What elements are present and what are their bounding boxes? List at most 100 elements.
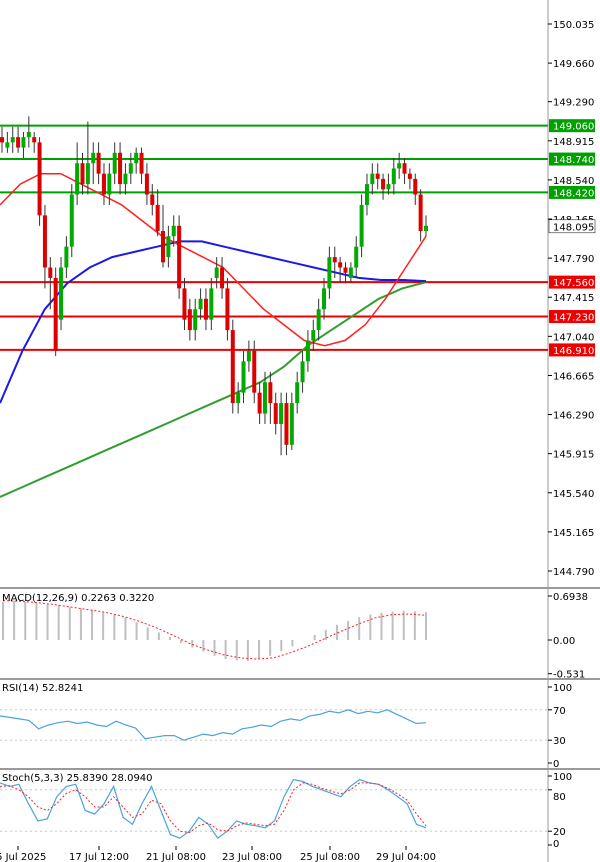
ma-mid-line (0, 240, 427, 404)
candle-body (161, 231, 166, 263)
rsi-tick-label: 0 (553, 759, 559, 770)
current-price-label: 148.095 (553, 222, 594, 233)
candle-body (139, 152, 144, 174)
candle-body (413, 178, 418, 195)
macd-tick-label: 0.00 (553, 636, 575, 647)
candle-body (59, 267, 64, 320)
price-tick-label: 146.665 (553, 371, 594, 382)
candle-body (123, 173, 128, 185)
price-tick-label: 149.290 (553, 98, 594, 109)
candle-body (236, 392, 241, 404)
candle-body (198, 298, 203, 310)
candle-body (252, 350, 257, 393)
candle-body (332, 257, 337, 263)
candle-body (209, 288, 214, 320)
stoch-tick-label: 0 (553, 839, 559, 850)
rsi-label: RSI(14) 52.8241 (2, 683, 83, 694)
stoch-main-line (0, 778, 427, 839)
resistance-label-2: 148.740 (553, 155, 594, 166)
candle-body (91, 152, 96, 164)
ma-fast-line (0, 172, 427, 347)
price-tick-label: 149.660 (553, 59, 594, 70)
candle-body (155, 204, 160, 232)
candle-body (26, 131, 31, 138)
rsi-tick-label: 30 (553, 736, 566, 747)
candle-body (397, 163, 402, 169)
time-tick-label: 23 Jul 08:00 (222, 852, 282, 862)
rsi-line (0, 709, 427, 741)
support-label-1: 147.560 (553, 278, 594, 289)
stoch-pane: 100 80 200 (0, 772, 572, 850)
resistance-label-1-box (549, 119, 595, 133)
candle-body (241, 361, 246, 393)
stoch-signal-line (0, 782, 427, 834)
candle-body (370, 173, 375, 185)
candle-body (289, 403, 294, 445)
candle-body (327, 257, 332, 289)
candle-body (182, 288, 187, 320)
rsi-tick-label: 70 (553, 706, 566, 717)
candle-body (10, 137, 15, 143)
candle-body (21, 137, 26, 148)
candle-body (187, 309, 192, 331)
candle-body (5, 142, 10, 148)
resistance-label-1: 149.060 (553, 122, 594, 133)
candle-body (305, 340, 310, 362)
candle-body (85, 163, 90, 185)
price-tick-label: 150.035 (553, 20, 594, 31)
candle-body (177, 225, 182, 289)
candle-body (171, 225, 176, 237)
stoch-tick-label: 20 (553, 827, 566, 838)
candle-body (279, 403, 284, 424)
candle-body (424, 225, 428, 232)
candle-body (322, 288, 327, 310)
candle-body (42, 215, 47, 268)
candle-body (101, 173, 106, 195)
candle-body (343, 267, 348, 273)
time-tick-label: 17 Jul 12:00 (69, 852, 129, 862)
price-tick-label: 147.040 (553, 332, 594, 343)
candle-body (407, 173, 412, 179)
candle-body (246, 350, 251, 362)
support-label-2: 147.230 (553, 313, 594, 324)
support-label-1-box (549, 275, 595, 289)
price-axis: 150.035149.660149.290148.915148.540148.1… (548, 20, 594, 578)
candle-body (391, 168, 396, 185)
candle-body (359, 204, 364, 247)
macd-label: MACD(12,26,9) 0.2263 0.3220 (2, 593, 154, 604)
candle-body (354, 246, 359, 268)
candle-body (107, 173, 112, 195)
candle-body (225, 288, 230, 331)
candle-body (69, 194, 74, 247)
candle-body (348, 267, 353, 278)
macd-pane: 0.6938 0.00 -0.531 (2, 592, 588, 681)
candle-body (386, 184, 391, 190)
candle-body (166, 236, 171, 258)
price-tick-label: 145.540 (553, 489, 594, 500)
candle-body (37, 142, 42, 216)
ma-slow-line (0, 281, 427, 498)
candle-body (193, 309, 198, 331)
candle-body (16, 137, 21, 148)
candle-body (96, 152, 101, 174)
rsi-pane: 100 70 30 0 (0, 683, 572, 770)
moving-averages (0, 172, 427, 498)
candle-body (64, 246, 69, 268)
candle-body (262, 382, 267, 414)
candle-body (418, 194, 423, 232)
candle-body (32, 137, 37, 143)
candle-body (75, 163, 80, 195)
candle-body (112, 152, 117, 174)
stoch-label: Stoch(5,3,3) 25.8390 28.0940 (2, 773, 153, 784)
candle-body (257, 392, 262, 414)
candle-body (230, 330, 235, 404)
candle-body (48, 267, 53, 278)
candle-body (402, 163, 407, 174)
time-tick-label: 25 Jul 08:00 (300, 852, 360, 862)
stoch-tick-label: 100 (553, 772, 572, 783)
candle-body (338, 262, 343, 268)
candle-body (0, 137, 4, 143)
candle-body (375, 173, 380, 179)
time-axis: 15 Jul 2025 17 Jul 12:00 21 Jul 08:00 23 Ju… (0, 846, 436, 862)
